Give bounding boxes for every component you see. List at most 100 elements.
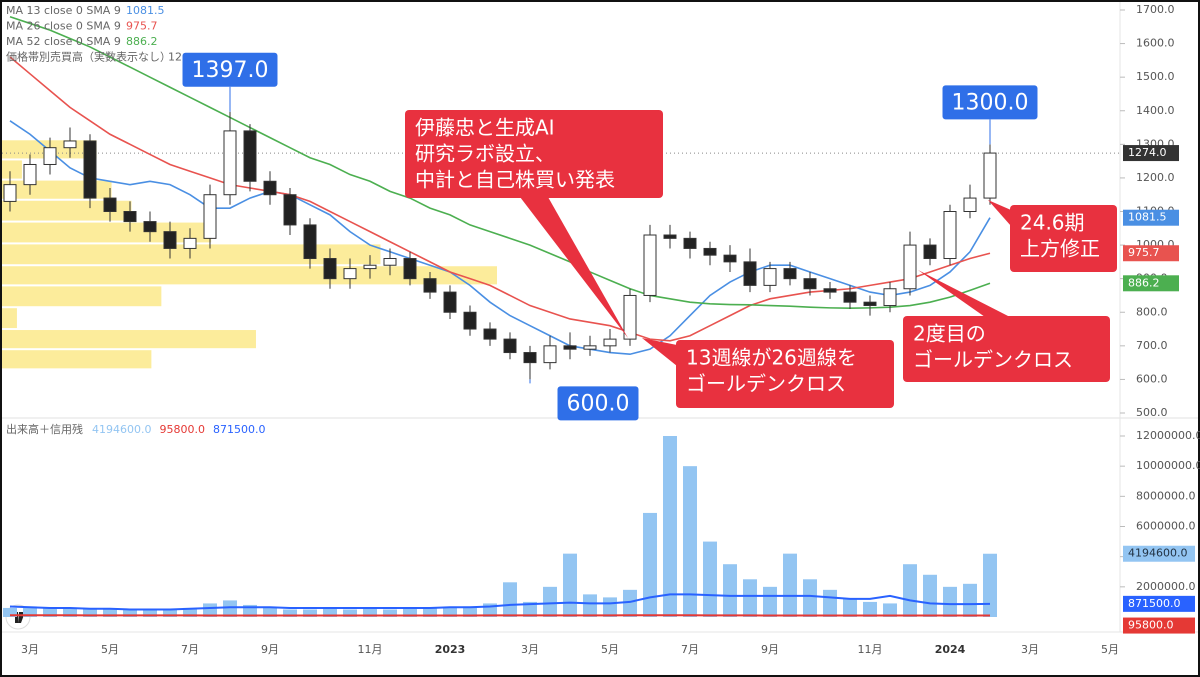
price-badge-label: 1300.0 xyxy=(952,90,1029,115)
volume-bar xyxy=(863,601,877,617)
y-tick-label: 800.0 xyxy=(1136,305,1168,318)
axis-badge xyxy=(1123,617,1195,634)
candle-body xyxy=(583,345,597,350)
volume-bar xyxy=(103,609,117,617)
candle-body xyxy=(23,163,37,186)
axis-badge xyxy=(1123,209,1179,226)
candle-body xyxy=(783,268,797,280)
volume-bar xyxy=(3,607,17,617)
candle-body xyxy=(943,211,957,260)
candle-body xyxy=(223,130,237,196)
callout-box xyxy=(676,340,894,408)
callout-text: 2度目の xyxy=(913,322,986,346)
y-tick-label: 1500.0 xyxy=(1136,70,1175,83)
volume-bar xyxy=(563,553,577,617)
volume-profile-row xyxy=(2,286,162,307)
callout-box xyxy=(903,316,1110,382)
legend-value: 871500.0 xyxy=(213,423,266,436)
callout-text: ゴールデンクロス xyxy=(686,372,846,396)
legend-value: 95800.0 xyxy=(160,423,206,436)
volume-bar xyxy=(503,582,517,617)
callout-tail xyxy=(988,200,1011,226)
callout-tail xyxy=(520,197,628,338)
x-tick-label: 2024 xyxy=(935,643,966,656)
candle-body xyxy=(683,237,697,249)
candle-body xyxy=(703,247,717,256)
candle-body xyxy=(503,338,517,354)
volume-bar xyxy=(763,586,777,617)
callout-tail xyxy=(642,338,677,366)
price-badge xyxy=(182,52,278,87)
x-tick-label: 5月 xyxy=(101,643,119,656)
legend-name: MA 52 close 0 SMA 9 xyxy=(6,35,121,48)
volume-profile-row xyxy=(2,308,17,329)
candle-body xyxy=(723,254,737,263)
axis-badge-label: 886.2 xyxy=(1128,276,1160,289)
volume-profile-row xyxy=(2,266,497,285)
candle-body xyxy=(603,338,617,347)
y-tick-label: 500.0 xyxy=(1136,406,1168,419)
candle-body xyxy=(343,268,357,280)
callout-text: 13週線が26週線を xyxy=(686,346,857,370)
candle-body xyxy=(743,261,757,286)
candle-body xyxy=(763,268,777,286)
legend-value: 886.2 xyxy=(126,35,158,48)
volume-bar xyxy=(523,601,537,617)
volume-bar xyxy=(543,586,557,617)
axis-badge xyxy=(1123,145,1179,162)
volume-bar xyxy=(743,579,757,617)
volume-bar xyxy=(683,466,697,617)
volume-bar xyxy=(323,608,337,617)
volume-bar xyxy=(263,607,277,617)
axis-badge-label: 95800.0 xyxy=(1128,619,1174,632)
y-tick-label: 8000000.0 xyxy=(1136,489,1196,502)
callout-text: 上方修正 xyxy=(1020,237,1100,261)
volume-profile-row xyxy=(2,222,212,243)
volume-bar xyxy=(23,606,37,617)
candle-body xyxy=(483,328,497,340)
candle-body xyxy=(363,264,377,270)
x-tick-label: 7月 xyxy=(681,643,699,656)
candle-body xyxy=(983,152,997,199)
candle-body xyxy=(403,258,417,280)
candle-body xyxy=(803,278,817,290)
legend-value: 4194600.0 xyxy=(92,423,152,436)
axis-badge xyxy=(1123,595,1195,612)
candle-body xyxy=(423,278,437,293)
volume-bar xyxy=(923,574,937,617)
callout-box xyxy=(1010,205,1117,272)
x-tick-label: 3月 xyxy=(1021,643,1039,656)
legend-value: 1081.5 xyxy=(126,4,165,17)
volume-bar xyxy=(303,609,317,617)
volume-bar xyxy=(723,564,737,617)
volume-bar xyxy=(423,607,437,617)
candle-body xyxy=(63,140,77,149)
candle-body xyxy=(823,288,837,293)
volume-profile-row xyxy=(2,330,256,349)
candle-body xyxy=(83,140,97,199)
volume-bar xyxy=(183,607,197,617)
candle-body xyxy=(903,244,917,290)
legend-name: MA 13 close 0 SMA 9 xyxy=(6,4,121,17)
volume-bar xyxy=(83,608,97,617)
candle-body xyxy=(283,194,297,226)
candle-body xyxy=(843,291,857,303)
volume-bar xyxy=(963,583,977,617)
candle-body xyxy=(963,197,977,212)
axis-badge xyxy=(1123,245,1179,262)
callout-text: 中計と自己株買い発表 xyxy=(415,168,615,192)
volume-profile-row xyxy=(2,350,152,369)
y-tick-label: 1600.0 xyxy=(1136,37,1175,50)
candle-body xyxy=(383,258,397,266)
y-tick-label: 10000000.0 xyxy=(1136,459,1200,472)
x-tick-label: 5月 xyxy=(1101,643,1119,656)
x-tick-label: 3月 xyxy=(21,643,39,656)
volume-bar xyxy=(983,553,997,617)
moving-average-line xyxy=(9,120,991,356)
candle-body xyxy=(43,147,57,165)
volume-bar xyxy=(63,607,77,617)
volume-bar xyxy=(663,436,677,617)
candle-body xyxy=(463,311,477,330)
callout-tail xyxy=(918,270,1010,317)
